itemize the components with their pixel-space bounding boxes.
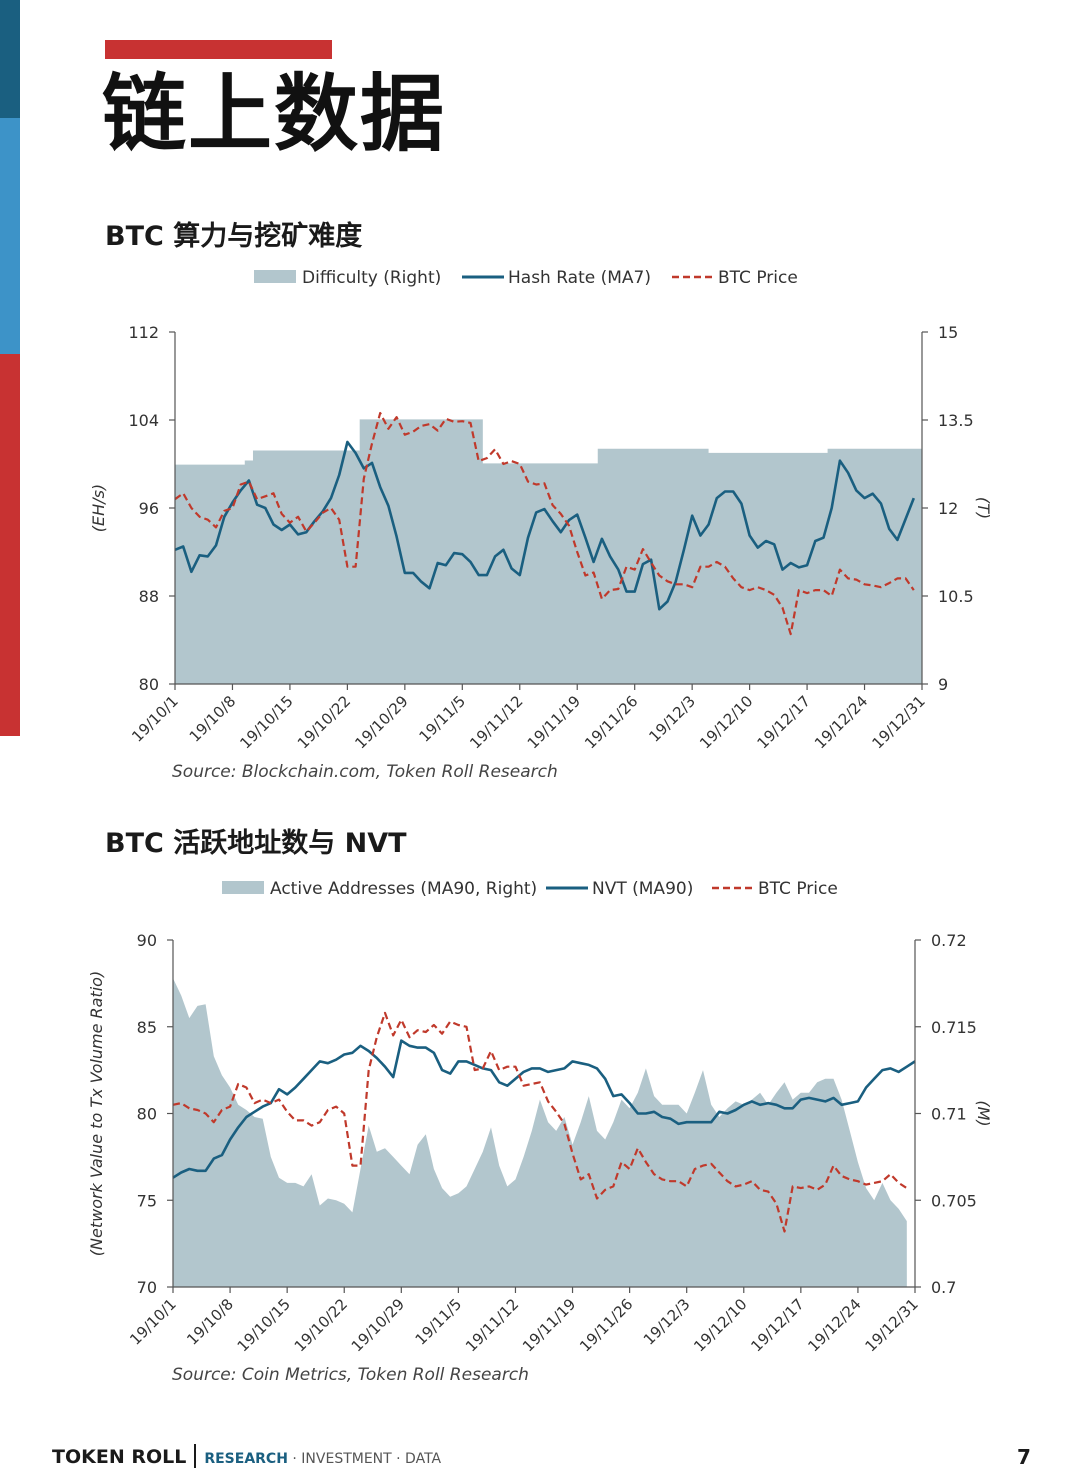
chart-2-right-tick-label: 0.72 bbox=[931, 931, 967, 950]
chart-1-x-tick-label: 19/12/24 bbox=[811, 692, 871, 752]
chart-2-left-tick-label: 85 bbox=[137, 1018, 157, 1037]
chart-1-right-tick-label: 10.5 bbox=[938, 587, 974, 606]
footer-brand: TOKEN ROLL bbox=[52, 1446, 187, 1468]
chart-1-left-tick-label: 80 bbox=[139, 675, 159, 694]
chart-2-left-tick-label: 75 bbox=[137, 1191, 157, 1210]
chart-1-x-tick-label: 19/11/19 bbox=[524, 692, 584, 752]
chart-1-right-tick-label: 9 bbox=[938, 675, 948, 694]
chart-2-x-tick-label: 19/11/5 bbox=[412, 1295, 466, 1349]
chart-1-x-tick-label: 19/10/8 bbox=[186, 692, 240, 746]
chart-1-series-0-area bbox=[175, 419, 922, 684]
chart-2-x-tick-label: 19/12/31 bbox=[861, 1295, 921, 1355]
chart-1-x-tick-label: 19/10/1 bbox=[128, 692, 182, 746]
chart-2-title: BTC 活跃地址数与 NVT bbox=[105, 828, 407, 859]
footer-divider bbox=[194, 1444, 197, 1468]
side-bar-top bbox=[0, 0, 20, 118]
chart-1-left-tick-label: 88 bbox=[139, 587, 159, 606]
chart-2-x-tick-label: 19/10/15 bbox=[234, 1295, 294, 1355]
chart-2-source: Source: Coin Metrics, Token Roll Researc… bbox=[172, 1365, 529, 1385]
chart-2-right-tick-label: 0.71 bbox=[931, 1105, 967, 1124]
chart-2-legend-label: NVT (MA90) bbox=[592, 879, 693, 899]
footer: TOKEN ROLL RESEARCH · INVESTMENT · DATA bbox=[52, 1444, 441, 1468]
chart-2-right-tick-label: 0.715 bbox=[931, 1018, 977, 1037]
chart-1-x-tick-label: 19/11/5 bbox=[416, 692, 470, 746]
chart-2-x-tick-label: 19/10/29 bbox=[348, 1295, 408, 1355]
chart-2-left-tick-label: 80 bbox=[137, 1105, 157, 1124]
chart-2-x-tick-label: 19/10/8 bbox=[183, 1295, 237, 1349]
chart-1-left-tick-label: 112 bbox=[128, 323, 159, 342]
chart-1-legend-label: BTC Price bbox=[718, 268, 798, 288]
chart-2-x-tick-label: 19/10/22 bbox=[291, 1295, 351, 1355]
chart-2-series-0-area bbox=[173, 978, 907, 1287]
page-number: 7 bbox=[1017, 1445, 1031, 1469]
chart-1-title: BTC 算力与挖矿难度 bbox=[105, 221, 363, 252]
chart-1-source: Source: Blockchain.com, Token Roll Resea… bbox=[172, 762, 558, 782]
chart-1-x-tick-label: 19/10/29 bbox=[351, 692, 411, 752]
chart-1-x-tick-label: 19/12/17 bbox=[754, 692, 814, 752]
chart-2-left-tick-label: 90 bbox=[137, 931, 157, 950]
side-bar-middle bbox=[0, 118, 20, 354]
chart-2-series-1-line bbox=[172, 1039, 916, 1179]
chart-2-legend-label: BTC Price bbox=[758, 879, 838, 899]
chart-2-left-tick-label: 70 bbox=[137, 1278, 157, 1297]
side-bar-bottom bbox=[0, 354, 20, 736]
chart-2-x-tick-label: 19/12/10 bbox=[690, 1295, 750, 1355]
chart-1-x-tick-label: 19/11/26 bbox=[581, 692, 641, 752]
chart-1-right-tick-label: 15 bbox=[938, 323, 958, 342]
title-accent-bar bbox=[105, 40, 332, 59]
chart-2-x-tick-label: 19/11/12 bbox=[462, 1295, 522, 1355]
chart-2-x-tick-label: 19/10/1 bbox=[126, 1295, 180, 1349]
chart-2-left-axis-label: (Network Value to Tx Volume Ratio) bbox=[87, 971, 106, 1256]
chart-2-x-tick-label: 19/11/19 bbox=[519, 1295, 579, 1355]
chart-2-right-axis-label: (M) bbox=[974, 1100, 993, 1126]
chart-1-right-axis-label: (T) bbox=[974, 497, 993, 519]
chart-1-x-tick-label: 19/11/12 bbox=[466, 692, 526, 752]
chart-1-right-tick-label: 12 bbox=[938, 499, 958, 518]
page-title: 链上数据 bbox=[102, 65, 447, 163]
chart-1-x-tick-label: 19/12/3 bbox=[645, 692, 699, 746]
chart-2-right-tick-label: 0.705 bbox=[931, 1191, 977, 1210]
chart-2-legend-label: Active Addresses (MA90, Right) bbox=[270, 879, 537, 899]
chart-1-left-axis-label: (EH/s) bbox=[89, 484, 108, 532]
chart-1-legend-swatch-area bbox=[254, 270, 296, 283]
chart-2-x-tick-label: 19/12/3 bbox=[640, 1295, 694, 1349]
chart-2-x-tick-label: 19/12/17 bbox=[747, 1295, 807, 1355]
chart-1-right-tick-label: 13.5 bbox=[938, 411, 974, 430]
chart-1-x-tick-label: 19/12/10 bbox=[696, 692, 756, 752]
chart-1-series-1-line bbox=[174, 440, 916, 611]
chart-2: 70 0.7 75 0.705 80 0.71 85 0.715 90 0.72 (Network … bbox=[87, 879, 993, 1355]
chart-1-x-tick-label: 19/12/31 bbox=[868, 692, 928, 752]
chart-1-left-tick-label: 96 bbox=[139, 499, 159, 518]
chart-1: 80 9 88 10.5 96 12 104 13.5 112 15 (EH/s) (T) 19/10/… bbox=[89, 268, 993, 752]
chart-1-x-tick-label: 19/10/15 bbox=[236, 692, 296, 752]
footer-research: RESEARCH bbox=[204, 1451, 288, 1467]
chart-2-legend-swatch-area bbox=[222, 881, 264, 894]
chart-2-x-tick-label: 19/11/26 bbox=[576, 1295, 636, 1355]
chart-1-legend-label: Hash Rate (MA7) bbox=[508, 268, 651, 288]
chart-1-x-tick-label: 19/10/22 bbox=[294, 692, 354, 752]
chart-1-legend-label: Difficulty (Right) bbox=[302, 268, 441, 288]
chart-2-x-tick-label: 19/12/24 bbox=[804, 1295, 864, 1355]
chart-2-right-tick-label: 0.7 bbox=[931, 1278, 956, 1297]
chart-1-left-tick-label: 104 bbox=[128, 411, 159, 430]
footer-tagline: · INVESTMENT · DATA bbox=[287, 1451, 442, 1467]
chart-2-series-2-line bbox=[172, 1011, 908, 1233]
chart-1-series-2-line bbox=[174, 411, 915, 636]
